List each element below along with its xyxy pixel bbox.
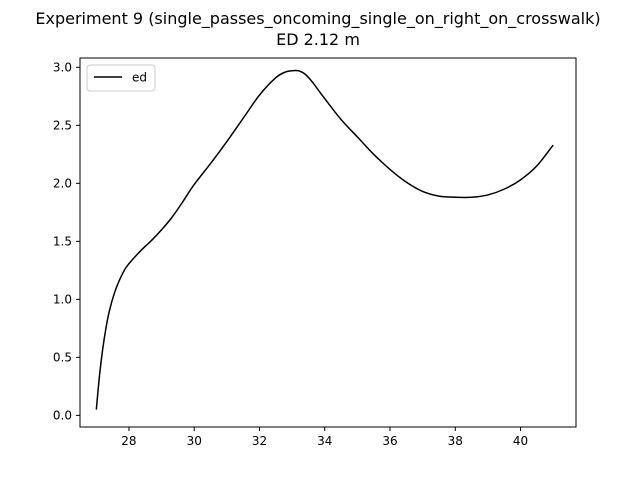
y-tick-label: 0.5 (53, 350, 72, 364)
series-line-ed (95, 69, 554, 410)
plot-area (79, 57, 577, 428)
x-tick-label: 36 (382, 434, 397, 448)
y-tick-label: 1.0 (53, 292, 72, 306)
y-tick-label: 2.5 (53, 118, 72, 132)
x-tick-label: 34 (317, 434, 332, 448)
x-tick-label: 30 (187, 434, 202, 448)
y-tick-label: 0.0 (53, 408, 72, 422)
series-layer (95, 69, 554, 410)
y-tick-label: 2.0 (53, 176, 72, 190)
x-tick-label: 40 (513, 434, 528, 448)
x-axis: 28 30 32 34 36 38 40 (121, 427, 528, 448)
x-tick-label: 28 (121, 434, 136, 448)
y-tick-label: 3.0 (53, 60, 72, 74)
y-axis: 0.0 0.5 1.0 1.5 2.0 2.5 3.0 (53, 60, 80, 422)
y-tick-label: 1.5 (53, 234, 72, 248)
legend-label-ed: ed (132, 71, 147, 85)
chart-subtitle: ED 2.12 m (276, 30, 360, 49)
chart-title: Experiment 9 (single_passes_oncoming_sin… (35, 9, 600, 29)
x-tick-label: 38 (448, 434, 463, 448)
legend: ed (86, 64, 156, 92)
axes-frame (79, 57, 577, 428)
x-tick-label: 32 (252, 434, 267, 448)
legend-box (86, 64, 156, 92)
